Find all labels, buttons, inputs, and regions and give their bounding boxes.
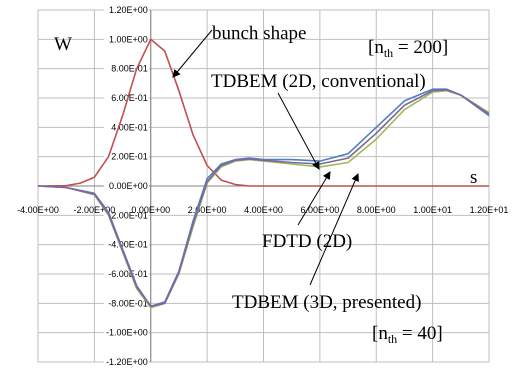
- y-tick-bg: [103, 4, 149, 16]
- x-tick-label: -4.00E+00: [17, 205, 59, 215]
- nth-200-label: [nth = 200]: [368, 37, 448, 60]
- y-tick-bg: [103, 356, 149, 368]
- y-tick-bg: [103, 150, 149, 163]
- x-axis-label: s: [470, 167, 477, 188]
- y-tick-label: -1.00E+00: [106, 328, 148, 338]
- nth-40-open: [n: [372, 323, 388, 344]
- y-tick-label: -2.00E-01: [108, 210, 148, 220]
- y-tick-label: 1.00E+00: [109, 34, 148, 44]
- bunch-arrow: [172, 29, 213, 78]
- nth-40-sub: th: [388, 332, 397, 346]
- y-tick-label: 8.00E-01: [111, 64, 148, 74]
- x-tick-label: 1.00E+01: [413, 205, 452, 215]
- y-tick-label: -8.00E-01: [108, 298, 148, 308]
- tdbem-3d-arrow: [309, 173, 359, 286]
- y-tick-labels: 1.20E+00 1.00E+00 8.00E-01 6.00E-01 4.00E-01…: [103, 4, 149, 368]
- tdbem-3d-label: TDBEM (3D, presented): [232, 292, 421, 313]
- x-tick-labels: -4.00E+00 -2.00E+00 0.00E+00 2.00E+00 4.00E+…: [17, 205, 508, 215]
- y-tick-bg: [103, 121, 149, 134]
- bunch-shape-label: bunch shape: [212, 23, 306, 44]
- y-tick-bg: [103, 92, 149, 104]
- y-tick-label: 4.00E-01: [111, 122, 148, 132]
- nth-200-sub: th: [384, 46, 393, 60]
- y-tick-bg: [103, 297, 149, 310]
- x-tick-label: 4.00E+00: [244, 205, 283, 215]
- series-line-1: [37, 38, 489, 187]
- fdtd-arrow: [297, 171, 331, 226]
- y-tick-label: -4.00E-01: [108, 240, 148, 250]
- tdbem-2d-label: TDBEM (2D, conventional): [211, 71, 426, 92]
- y-tick-bg: [103, 238, 149, 251]
- series-lines: [37, 38, 490, 309]
- y-tick-bg: [103, 33, 149, 46]
- x-tick-label: 8.00E+00: [357, 205, 396, 215]
- y-tick-bg: [103, 209, 149, 222]
- y-tick-label: 6.00E-01: [111, 93, 148, 103]
- y-tick-bg: [103, 326, 149, 339]
- nth-40-label: [nth = 40]: [372, 323, 443, 346]
- nth-200-open: [n: [368, 37, 384, 58]
- fdtd-2d-label: FDTD (2D): [262, 231, 352, 252]
- x-tick-label: 6.00E+00: [300, 205, 339, 215]
- x-tick-label: 0.00E+00: [131, 205, 170, 215]
- y-tick-label: -6.00E-01: [108, 269, 148, 279]
- y-tick-label: 1.20E+00: [109, 5, 148, 15]
- series-line-4: [37, 89, 490, 308]
- y-tick-label: -1.20E+00: [106, 357, 148, 367]
- x-tick-label: -2.00E+00: [73, 205, 115, 215]
- x-tick-label: 2.00E+00: [188, 205, 227, 215]
- nth-200-close: = 200]: [393, 37, 448, 58]
- x-tick-label: 1.20E+01: [470, 205, 509, 215]
- y-tick-label: 2.00E-01: [111, 152, 148, 162]
- tdbem-2d-arrow: [277, 92, 320, 170]
- y-axis-label: W: [54, 34, 72, 55]
- y-tick-bg: [103, 180, 149, 192]
- y-tick-bg: [103, 268, 149, 280]
- nth-40-close: = 40]: [397, 323, 443, 344]
- y-tick-label: 0.00E+00: [109, 181, 148, 191]
